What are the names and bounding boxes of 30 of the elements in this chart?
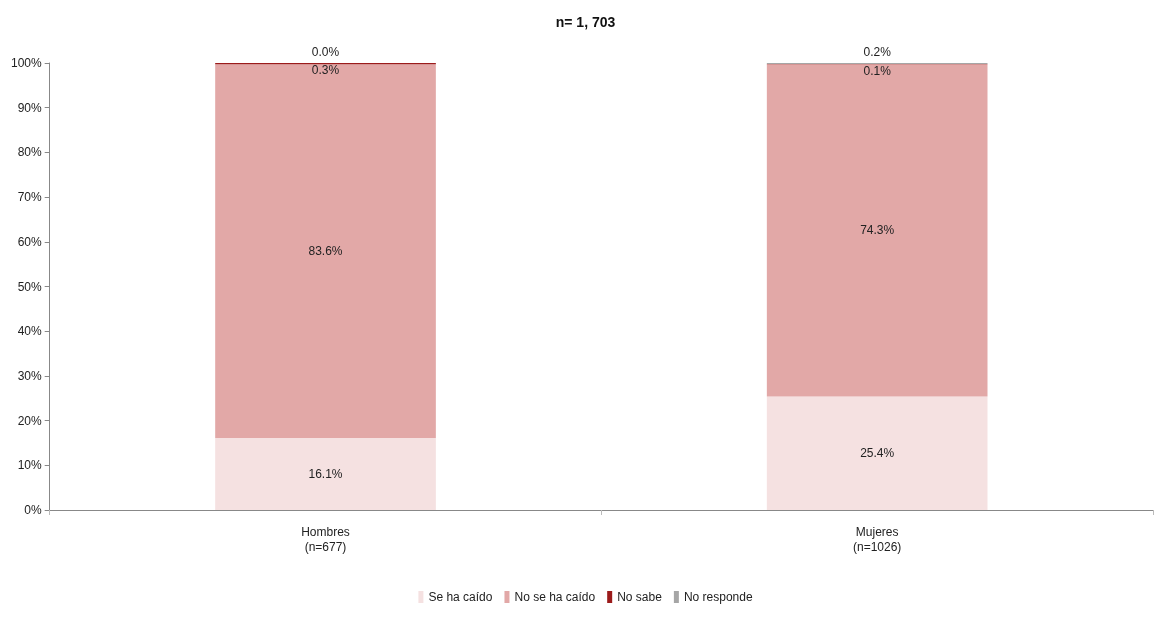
y-tick-label: 40% (17, 324, 43, 339)
chart-title: n= 1, 703 (555, 14, 616, 30)
data-label: 0.3% (311, 63, 340, 77)
y-tick-label: 90% (17, 100, 43, 115)
bar (766, 64, 988, 397)
legend-label: No sabe (617, 590, 663, 604)
x-tick-label: Mujeres (n=1026) (852, 524, 902, 554)
data-label: 74.3% (860, 223, 895, 238)
legend-label: No se ha caído (514, 590, 596, 604)
data-label: 0.0% (311, 45, 340, 59)
y-tick-label: 30% (17, 368, 43, 383)
y-tick-label: 50% (17, 279, 43, 294)
data-label: 83.6% (308, 244, 343, 259)
bar (766, 396, 988, 510)
data-label: 0.1% (863, 63, 892, 78)
y-tick-label: 70% (17, 190, 43, 205)
bar (215, 438, 436, 510)
legend-label: No responde (683, 590, 753, 604)
data-label: 16.1% (308, 467, 343, 482)
x-tick-label: Hombres (n=677) (301, 524, 350, 554)
bar (215, 64, 436, 439)
data-label: 0.2% (863, 45, 892, 59)
y-tick-label: 10% (17, 458, 43, 473)
y-tick-label: 20% (17, 413, 43, 428)
data-label: 25.4% (860, 446, 895, 461)
y-tick-label: 60% (17, 234, 43, 249)
y-tick-label: 80% (17, 145, 43, 160)
y-tick-label: 0% (24, 503, 43, 517)
legend-label: Se ha caído (428, 590, 493, 604)
y-tick-label: 100% (10, 56, 43, 70)
